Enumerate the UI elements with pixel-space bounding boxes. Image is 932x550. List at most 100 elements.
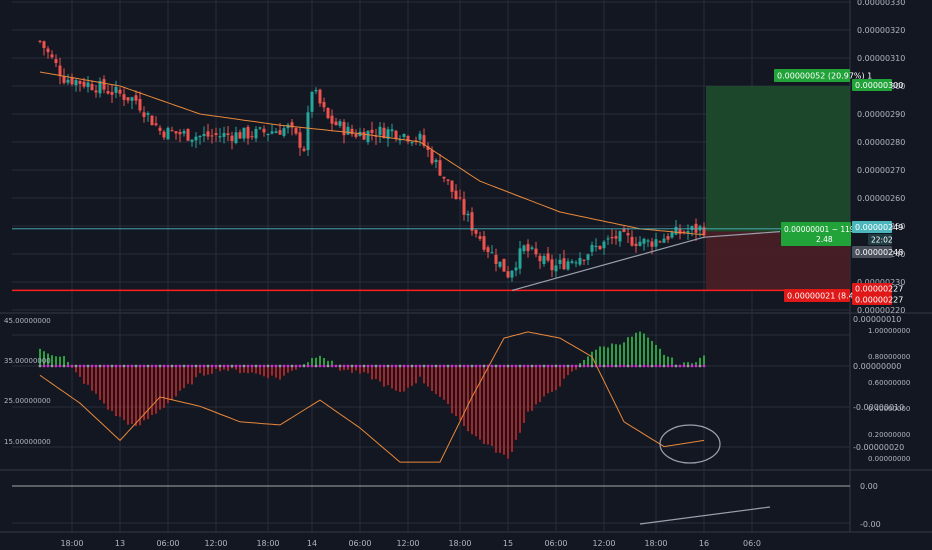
candle	[274, 131, 278, 133]
zero-dot	[414, 364, 418, 368]
zero-dot	[582, 364, 586, 368]
candle	[434, 159, 438, 163]
zero-dot	[134, 364, 138, 368]
zero-dot	[490, 364, 494, 368]
time-tick-label: 15	[503, 539, 513, 548]
zero-dot	[258, 364, 262, 368]
zero-dot	[194, 364, 198, 368]
lower-right-tick: -0.00	[860, 520, 881, 529]
zero-dot	[398, 364, 402, 368]
candle	[270, 131, 274, 134]
candle	[466, 213, 470, 216]
zero-dot	[466, 364, 470, 368]
candle	[618, 231, 622, 242]
candle	[490, 252, 494, 254]
candle	[482, 236, 486, 250]
zero-dot	[370, 364, 374, 368]
zero-dot	[318, 364, 322, 368]
zero-dot	[166, 364, 170, 368]
candle	[250, 136, 254, 138]
candle	[50, 54, 54, 58]
zero-dot	[426, 364, 430, 368]
zero-dot	[58, 364, 62, 368]
candle	[178, 132, 182, 135]
candle	[214, 133, 218, 135]
candle	[378, 126, 382, 136]
zero-dot	[554, 364, 558, 368]
candle	[126, 97, 130, 101]
candle	[454, 190, 458, 199]
candle	[106, 91, 110, 94]
candle	[702, 227, 706, 236]
zero-dot	[510, 364, 514, 368]
zero-dot	[686, 364, 690, 368]
zero-dot	[170, 364, 174, 368]
candle	[290, 122, 294, 128]
candle	[322, 102, 326, 108]
candle	[534, 248, 538, 255]
zero-dot	[214, 364, 218, 368]
zero-dot	[394, 364, 398, 368]
osc-right-tick: -0.00000010	[853, 403, 904, 412]
zero-dot	[474, 364, 478, 368]
position-zones[interactable]	[706, 86, 850, 291]
candle	[142, 112, 146, 117]
candle	[406, 136, 410, 142]
candle	[462, 199, 466, 215]
zero-dot	[82, 364, 86, 368]
price-tick-label: 0.00000220	[857, 306, 905, 315]
time-tick-label: 14	[307, 539, 317, 548]
time-tick-label: 18:00	[448, 539, 471, 548]
osc-left-tick: 45.00000000	[4, 317, 51, 325]
time-tick-label: 16	[699, 539, 709, 548]
candle	[66, 79, 70, 83]
osc-right-tick-2: 0.60000000	[868, 379, 910, 387]
zero-dot	[218, 364, 222, 368]
zero-dot	[590, 364, 594, 368]
candle	[654, 239, 658, 247]
target-price-badge-bg	[852, 79, 892, 91]
zero-dot	[390, 364, 394, 368]
stop-price-badge-1-bg	[852, 283, 892, 294]
candle	[182, 131, 186, 134]
zero-dot	[562, 364, 566, 368]
zero-dot	[338, 364, 342, 368]
zero-dot	[198, 364, 202, 368]
zero-dot	[378, 364, 382, 368]
candle	[258, 127, 262, 129]
osc-right-tick-2: 1.00000000	[868, 327, 910, 335]
candle	[678, 229, 682, 234]
candle	[442, 176, 446, 179]
zero-dot	[622, 364, 626, 368]
candle	[338, 121, 342, 126]
price-tick-label: 0.00000280	[857, 138, 905, 147]
zero-dot	[362, 364, 366, 368]
time-tick-label: 18:00	[60, 539, 83, 548]
candle	[242, 127, 246, 139]
price-tick-label: 0.00000230	[857, 278, 905, 287]
zero-dot	[314, 364, 318, 368]
zero-dot	[54, 364, 58, 368]
candle	[670, 232, 674, 238]
zero-dot	[586, 364, 590, 368]
candle	[262, 128, 266, 133]
zero-dot	[566, 364, 570, 368]
entry-sub-label: 2.48	[816, 235, 833, 244]
zero-dot	[126, 364, 130, 368]
osc-left-tick: 15.00000000	[4, 438, 51, 446]
zero-dot	[434, 364, 438, 368]
stop-price-badge-1: 0.00000227	[855, 285, 903, 294]
zero-dot	[74, 364, 78, 368]
time-tick-label: 06:00	[348, 539, 371, 548]
candle	[134, 95, 138, 101]
candle	[498, 261, 502, 267]
zero-dot	[402, 364, 406, 368]
candle	[694, 223, 698, 233]
zero-dot	[674, 364, 678, 368]
osc-left-tick: 35.00000000	[4, 357, 51, 365]
zero-dot	[346, 364, 350, 368]
candle	[514, 267, 518, 271]
candle	[102, 79, 106, 90]
lower-right-tick: 0.00	[860, 482, 878, 491]
